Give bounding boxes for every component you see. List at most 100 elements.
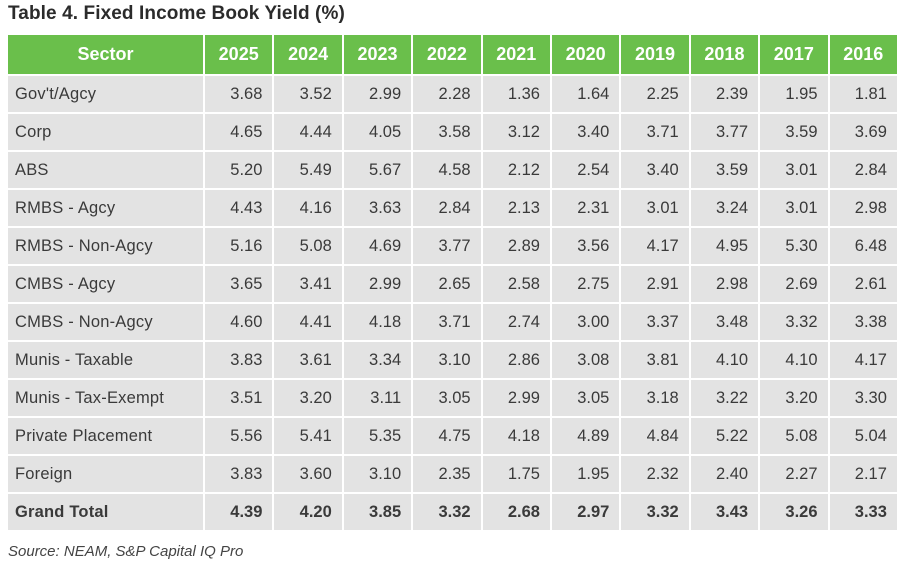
- yield-cell: 3.00: [551, 304, 620, 340]
- sector-cell: Grand Total: [8, 494, 203, 530]
- yield-cell: 2.69: [760, 266, 828, 302]
- yield-cell: 2.86: [482, 342, 550, 378]
- sector-cell: RMBS - Non-Agcy: [8, 228, 203, 264]
- table-row: Gov't/Agcy 3.68 3.52 2.99 2.28 1.36 1.64 2.25 2.…: [8, 76, 897, 112]
- yield-cell: 4.17: [829, 342, 897, 378]
- sector-cell: Gov't/Agcy: [8, 76, 203, 112]
- yield-cell: 3.38: [829, 304, 897, 340]
- column-header-sector: Sector: [8, 35, 203, 74]
- yield-cell: 3.10: [413, 342, 481, 378]
- yield-cell: 2.68: [482, 494, 550, 530]
- yield-cell: 4.17: [621, 228, 689, 264]
- yield-cell: 4.10: [760, 342, 828, 378]
- yield-cell: 3.05: [551, 380, 620, 416]
- yield-cell: 5.04: [829, 418, 897, 454]
- yield-cell: 3.43: [690, 494, 759, 530]
- sector-cell: Private Placement: [8, 418, 203, 454]
- yield-cell: 2.40: [690, 456, 759, 492]
- yield-cell: 5.22: [690, 418, 759, 454]
- yield-cell: 1.64: [551, 76, 620, 112]
- yield-cell: 2.99: [343, 266, 412, 302]
- table-row: Corp 4.65 4.44 4.05 3.58 3.12 3.40 3.71 3.77 3.59…: [8, 114, 897, 150]
- yield-cell: 3.61: [274, 342, 342, 378]
- table-row: Munis - Tax-Exempt 3.51 3.20 3.11 3.05 2.99 3.…: [8, 380, 897, 416]
- yield-cell: 2.74: [482, 304, 550, 340]
- yield-cell: 4.69: [343, 228, 412, 264]
- yield-cell: 3.11: [343, 380, 412, 416]
- yield-cell: 5.41: [274, 418, 342, 454]
- yield-cell: 5.30: [760, 228, 828, 264]
- column-header-year: 2020: [551, 35, 620, 74]
- yield-cell: 4.18: [343, 304, 412, 340]
- yield-cell: 3.20: [274, 380, 342, 416]
- sector-cell: Corp: [8, 114, 203, 150]
- yield-cell: 3.12: [482, 114, 550, 150]
- yield-cell: 2.97: [551, 494, 620, 530]
- yield-cell: 4.89: [551, 418, 620, 454]
- table-row: Private Placement 5.56 5.41 5.35 4.75 4.18 4.8…: [8, 418, 897, 454]
- yield-cell: 2.32: [621, 456, 689, 492]
- column-header-year: 2018: [690, 35, 759, 74]
- yield-cell: 3.69: [829, 114, 897, 150]
- yield-cell: 2.99: [482, 380, 550, 416]
- yield-cell: 3.60: [274, 456, 342, 492]
- source-note: Source: NEAM, S&P Capital IQ Pro: [8, 543, 244, 560]
- yield-cell: 3.77: [413, 228, 481, 264]
- table-row: CMBS - Non-Agcy 4.60 4.41 4.18 3.71 2.74 3.00 3…: [8, 304, 897, 340]
- yield-cell: 1.36: [482, 76, 550, 112]
- yield-cell: 3.01: [760, 152, 828, 188]
- yield-cell: 3.59: [690, 152, 759, 188]
- yield-cell: 2.65: [413, 266, 481, 302]
- yield-cell: 3.48: [690, 304, 759, 340]
- yield-cell: 3.01: [760, 190, 828, 226]
- column-header-year: 2021: [482, 35, 550, 74]
- yield-cell: 2.13: [482, 190, 550, 226]
- sector-cell: Munis - Taxable: [8, 342, 203, 378]
- table-row: CMBS - Agcy 3.65 3.41 2.99 2.65 2.58 2.75 2.91 2…: [8, 266, 897, 302]
- column-header-year: 2016: [829, 35, 897, 74]
- yield-cell: 3.32: [413, 494, 481, 530]
- yield-cell: 4.20: [274, 494, 342, 530]
- yield-cell: 3.33: [829, 494, 897, 530]
- book-yield-table: Sector 2025 2024 2023 2022 2021 2020 201…: [6, 33, 899, 532]
- yield-cell: 3.71: [413, 304, 481, 340]
- yield-cell: 3.34: [343, 342, 412, 378]
- yield-cell: 2.84: [829, 152, 897, 188]
- yield-cell: 2.31: [551, 190, 620, 226]
- yield-cell: 2.35: [413, 456, 481, 492]
- table-body: Gov't/Agcy 3.68 3.52 2.99 2.28 1.36 1.64 2.25 2.…: [8, 76, 897, 530]
- yield-cell: 2.75: [551, 266, 620, 302]
- yield-cell: 4.10: [690, 342, 759, 378]
- yield-cell: 3.37: [621, 304, 689, 340]
- yield-cell: 3.56: [551, 228, 620, 264]
- column-header-year: 2024: [274, 35, 342, 74]
- yield-cell: 4.18: [482, 418, 550, 454]
- yield-cell: 3.32: [621, 494, 689, 530]
- yield-cell: 4.16: [274, 190, 342, 226]
- yield-cell: 3.83: [205, 342, 273, 378]
- yield-cell: 5.56: [205, 418, 273, 454]
- yield-cell: 3.26: [760, 494, 828, 530]
- table-title: Table 4. Fixed Income Book Yield (%): [8, 3, 345, 24]
- yield-cell: 3.40: [551, 114, 620, 150]
- header-row: Sector 2025 2024 2023 2022 2021 2020 201…: [8, 35, 897, 74]
- yield-cell: 3.83: [205, 456, 273, 492]
- yield-cell: 3.68: [205, 76, 273, 112]
- yield-cell: 3.08: [551, 342, 620, 378]
- yield-cell: 2.28: [413, 76, 481, 112]
- yield-cell: 3.41: [274, 266, 342, 302]
- table-row: RMBS - Non-Agcy 5.16 5.08 4.69 3.77 2.89 3.56 4…: [8, 228, 897, 264]
- yield-cell: 3.40: [621, 152, 689, 188]
- yield-cell: 4.41: [274, 304, 342, 340]
- yield-cell: 3.24: [690, 190, 759, 226]
- yield-cell: 5.35: [343, 418, 412, 454]
- yield-cell: 4.84: [621, 418, 689, 454]
- yield-cell: 6.48: [829, 228, 897, 264]
- table-row: Munis - Taxable 3.83 3.61 3.34 3.10 2.86 3.08 3…: [8, 342, 897, 378]
- column-header-year: 2022: [413, 35, 481, 74]
- yield-cell: 4.39: [205, 494, 273, 530]
- yield-cell: 2.17: [829, 456, 897, 492]
- sector-cell: RMBS - Agcy: [8, 190, 203, 226]
- yield-cell: 2.54: [551, 152, 620, 188]
- yield-cell: 1.81: [829, 76, 897, 112]
